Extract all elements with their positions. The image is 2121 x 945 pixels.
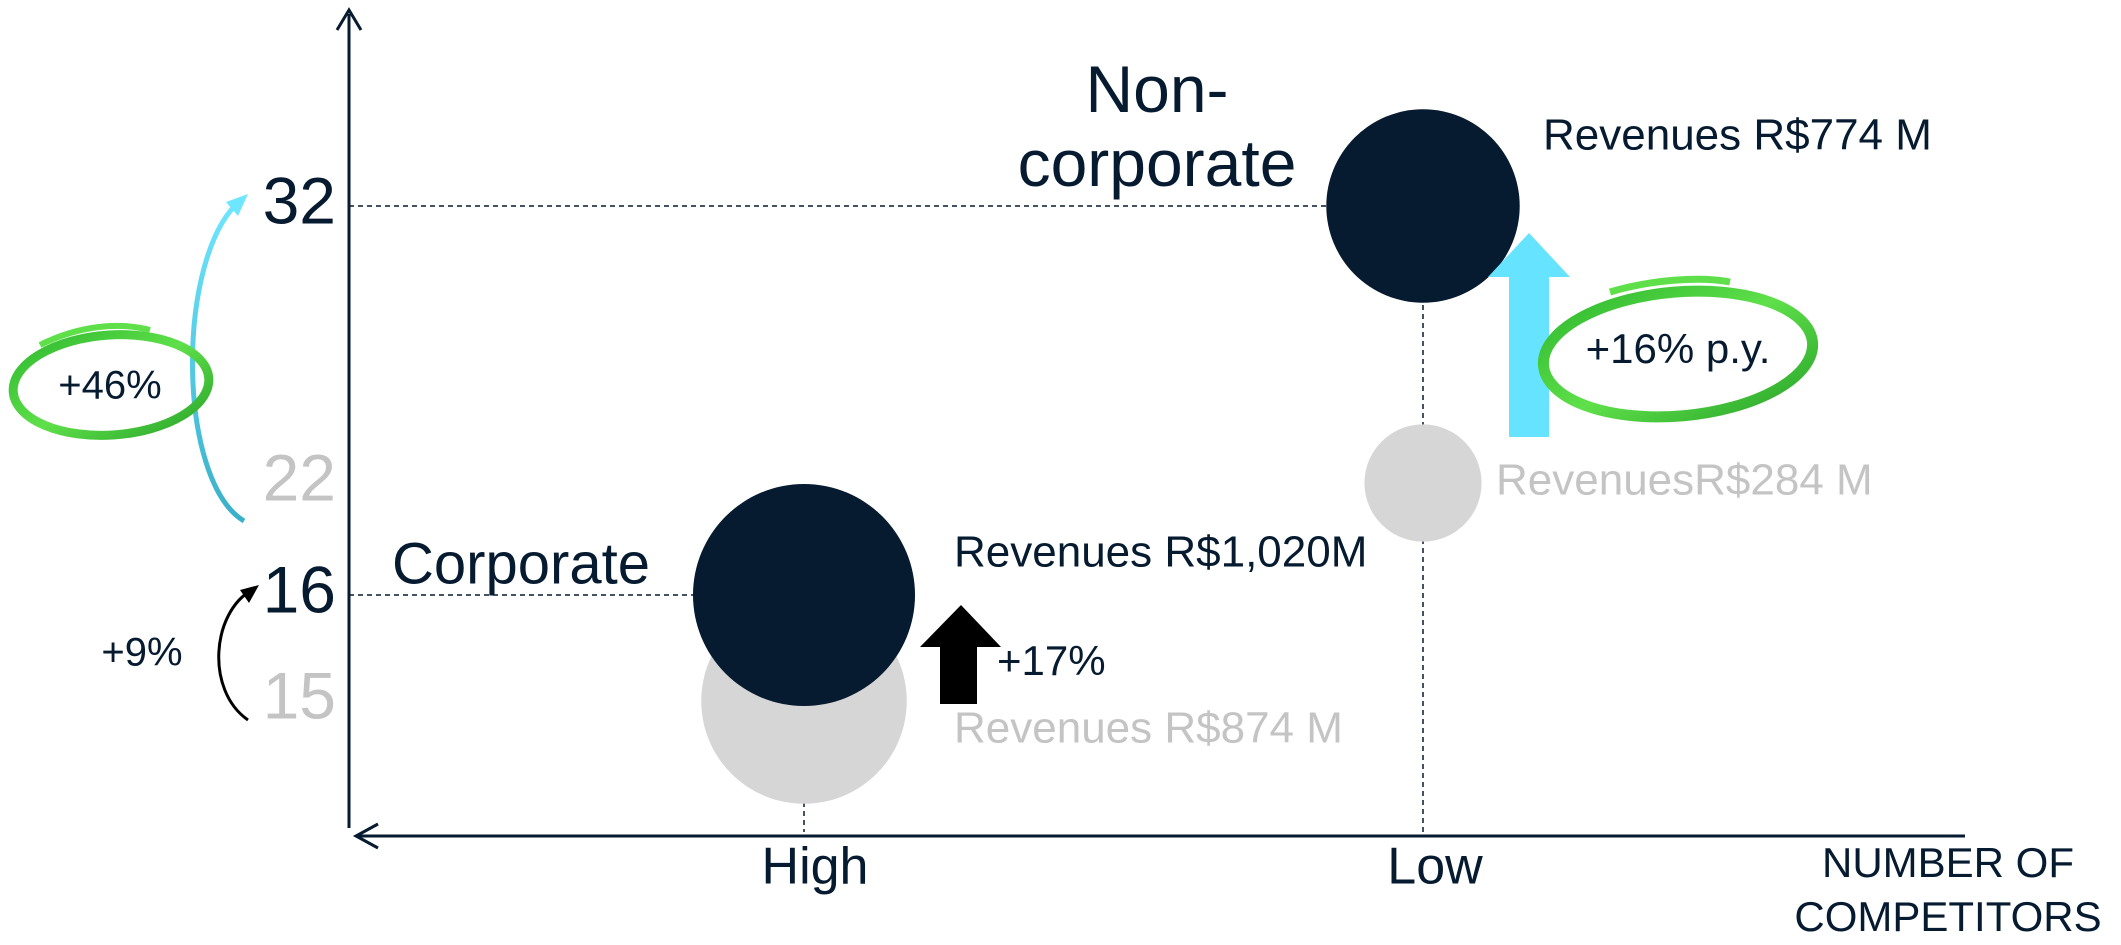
value-label: Revenues R$874 M <box>954 704 1343 753</box>
change-label: +9% <box>101 631 182 675</box>
bubble <box>692 483 916 707</box>
x-tick-label: Low <box>1387 838 1483 896</box>
value-label: Revenues R$774 M <box>1543 111 1932 160</box>
bubble <box>1364 424 1482 542</box>
change-label: +16% p.y. <box>1586 325 1771 372</box>
change-label: +46% <box>58 364 161 408</box>
growth-arrow <box>920 605 1001 704</box>
growth-arrow <box>1488 233 1570 437</box>
highlight-ring <box>1537 285 1819 423</box>
x-tick-label: High <box>762 838 869 896</box>
y-tick-label: 32 <box>263 163 336 237</box>
group-label: Corporate <box>392 531 650 596</box>
x-axis-arrow <box>352 822 379 850</box>
highlight-ring-tail <box>1608 275 1731 296</box>
y-tick-label: 15 <box>263 658 336 732</box>
change-arrow <box>190 199 246 524</box>
value-label: RevenuesR$284 M <box>1496 456 1873 505</box>
group-label: Non-corporate <box>1018 52 1297 200</box>
y-tick-label: 16 <box>263 552 336 626</box>
highlight-ring <box>8 330 214 440</box>
y-tick-label: 22 <box>263 440 336 514</box>
change-arrow-head <box>226 194 248 216</box>
y-axis-arrow <box>335 7 363 31</box>
change-label: +17% <box>997 637 1106 684</box>
bubble <box>1326 109 1520 303</box>
highlight-ring-tail <box>38 322 151 348</box>
change-arrow-head <box>240 585 259 603</box>
x-axis-label: NUMBER OF COMPETITORS <box>1794 839 2101 940</box>
change-arrow <box>217 588 253 722</box>
value-label: Revenues R$1,020M <box>954 528 1367 577</box>
